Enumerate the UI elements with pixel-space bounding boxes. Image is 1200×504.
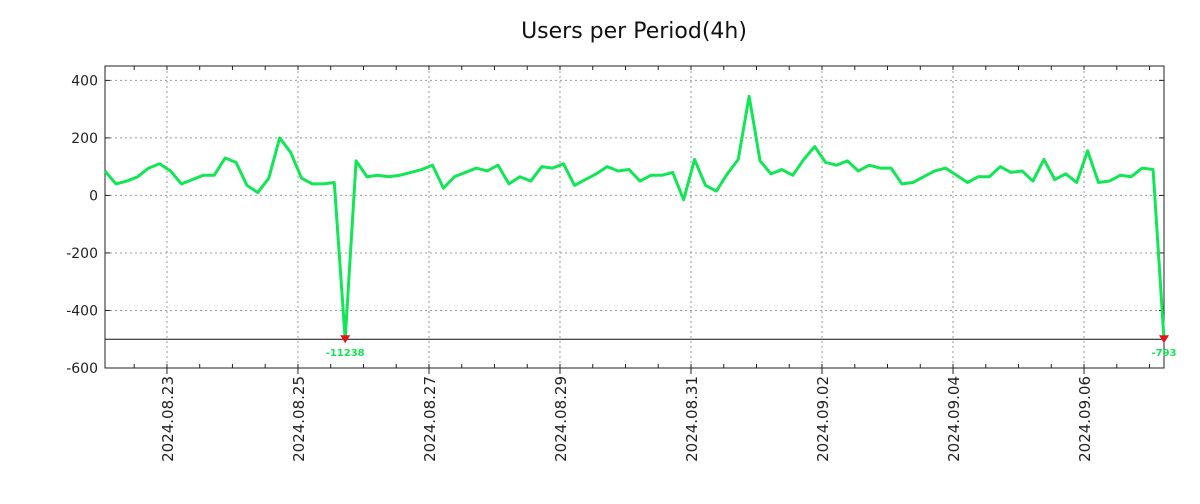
- plot-frame: [104, 65, 1165, 369]
- axes: 400 200 0 -200 -400 -600 2024.08.23 2024.08.25 2…: [66, 65, 1165, 462]
- x-tick-label: 2024.09.02: [814, 376, 832, 462]
- series-layer: [103, 94, 1166, 341]
- grid: [105, 66, 1164, 368]
- clip-markers: -11238 -793: [326, 335, 1177, 359]
- y-tick-label: -600: [66, 361, 98, 377]
- x-tick-label: 2024.08.23: [159, 376, 177, 462]
- x-tick-label: 2024.09.06: [1076, 376, 1094, 462]
- x-tick-label: 2024.08.29: [552, 376, 570, 462]
- y-tick-label: 400: [71, 73, 98, 89]
- y-tick-label: 200: [71, 131, 98, 147]
- y-tick-label: 0: [89, 188, 98, 204]
- series-line-users: [103, 94, 1166, 341]
- clip-marker: [1159, 335, 1169, 344]
- clip-value-label: -11238: [326, 348, 365, 359]
- x-tick-label: 2024.09.04: [945, 376, 963, 462]
- y-tick-label: -400: [66, 303, 98, 319]
- x-tick-label: 2024.08.31: [683, 376, 701, 462]
- y-tick-label: -200: [66, 246, 98, 262]
- clip-value-label: -793: [1151, 348, 1176, 359]
- x-tick-label: 2024.08.27: [421, 376, 439, 462]
- x-tick-label: 2024.08.25: [290, 376, 308, 462]
- chart-title: Users per Period(4h): [521, 19, 747, 44]
- clip-marker: [340, 335, 351, 344]
